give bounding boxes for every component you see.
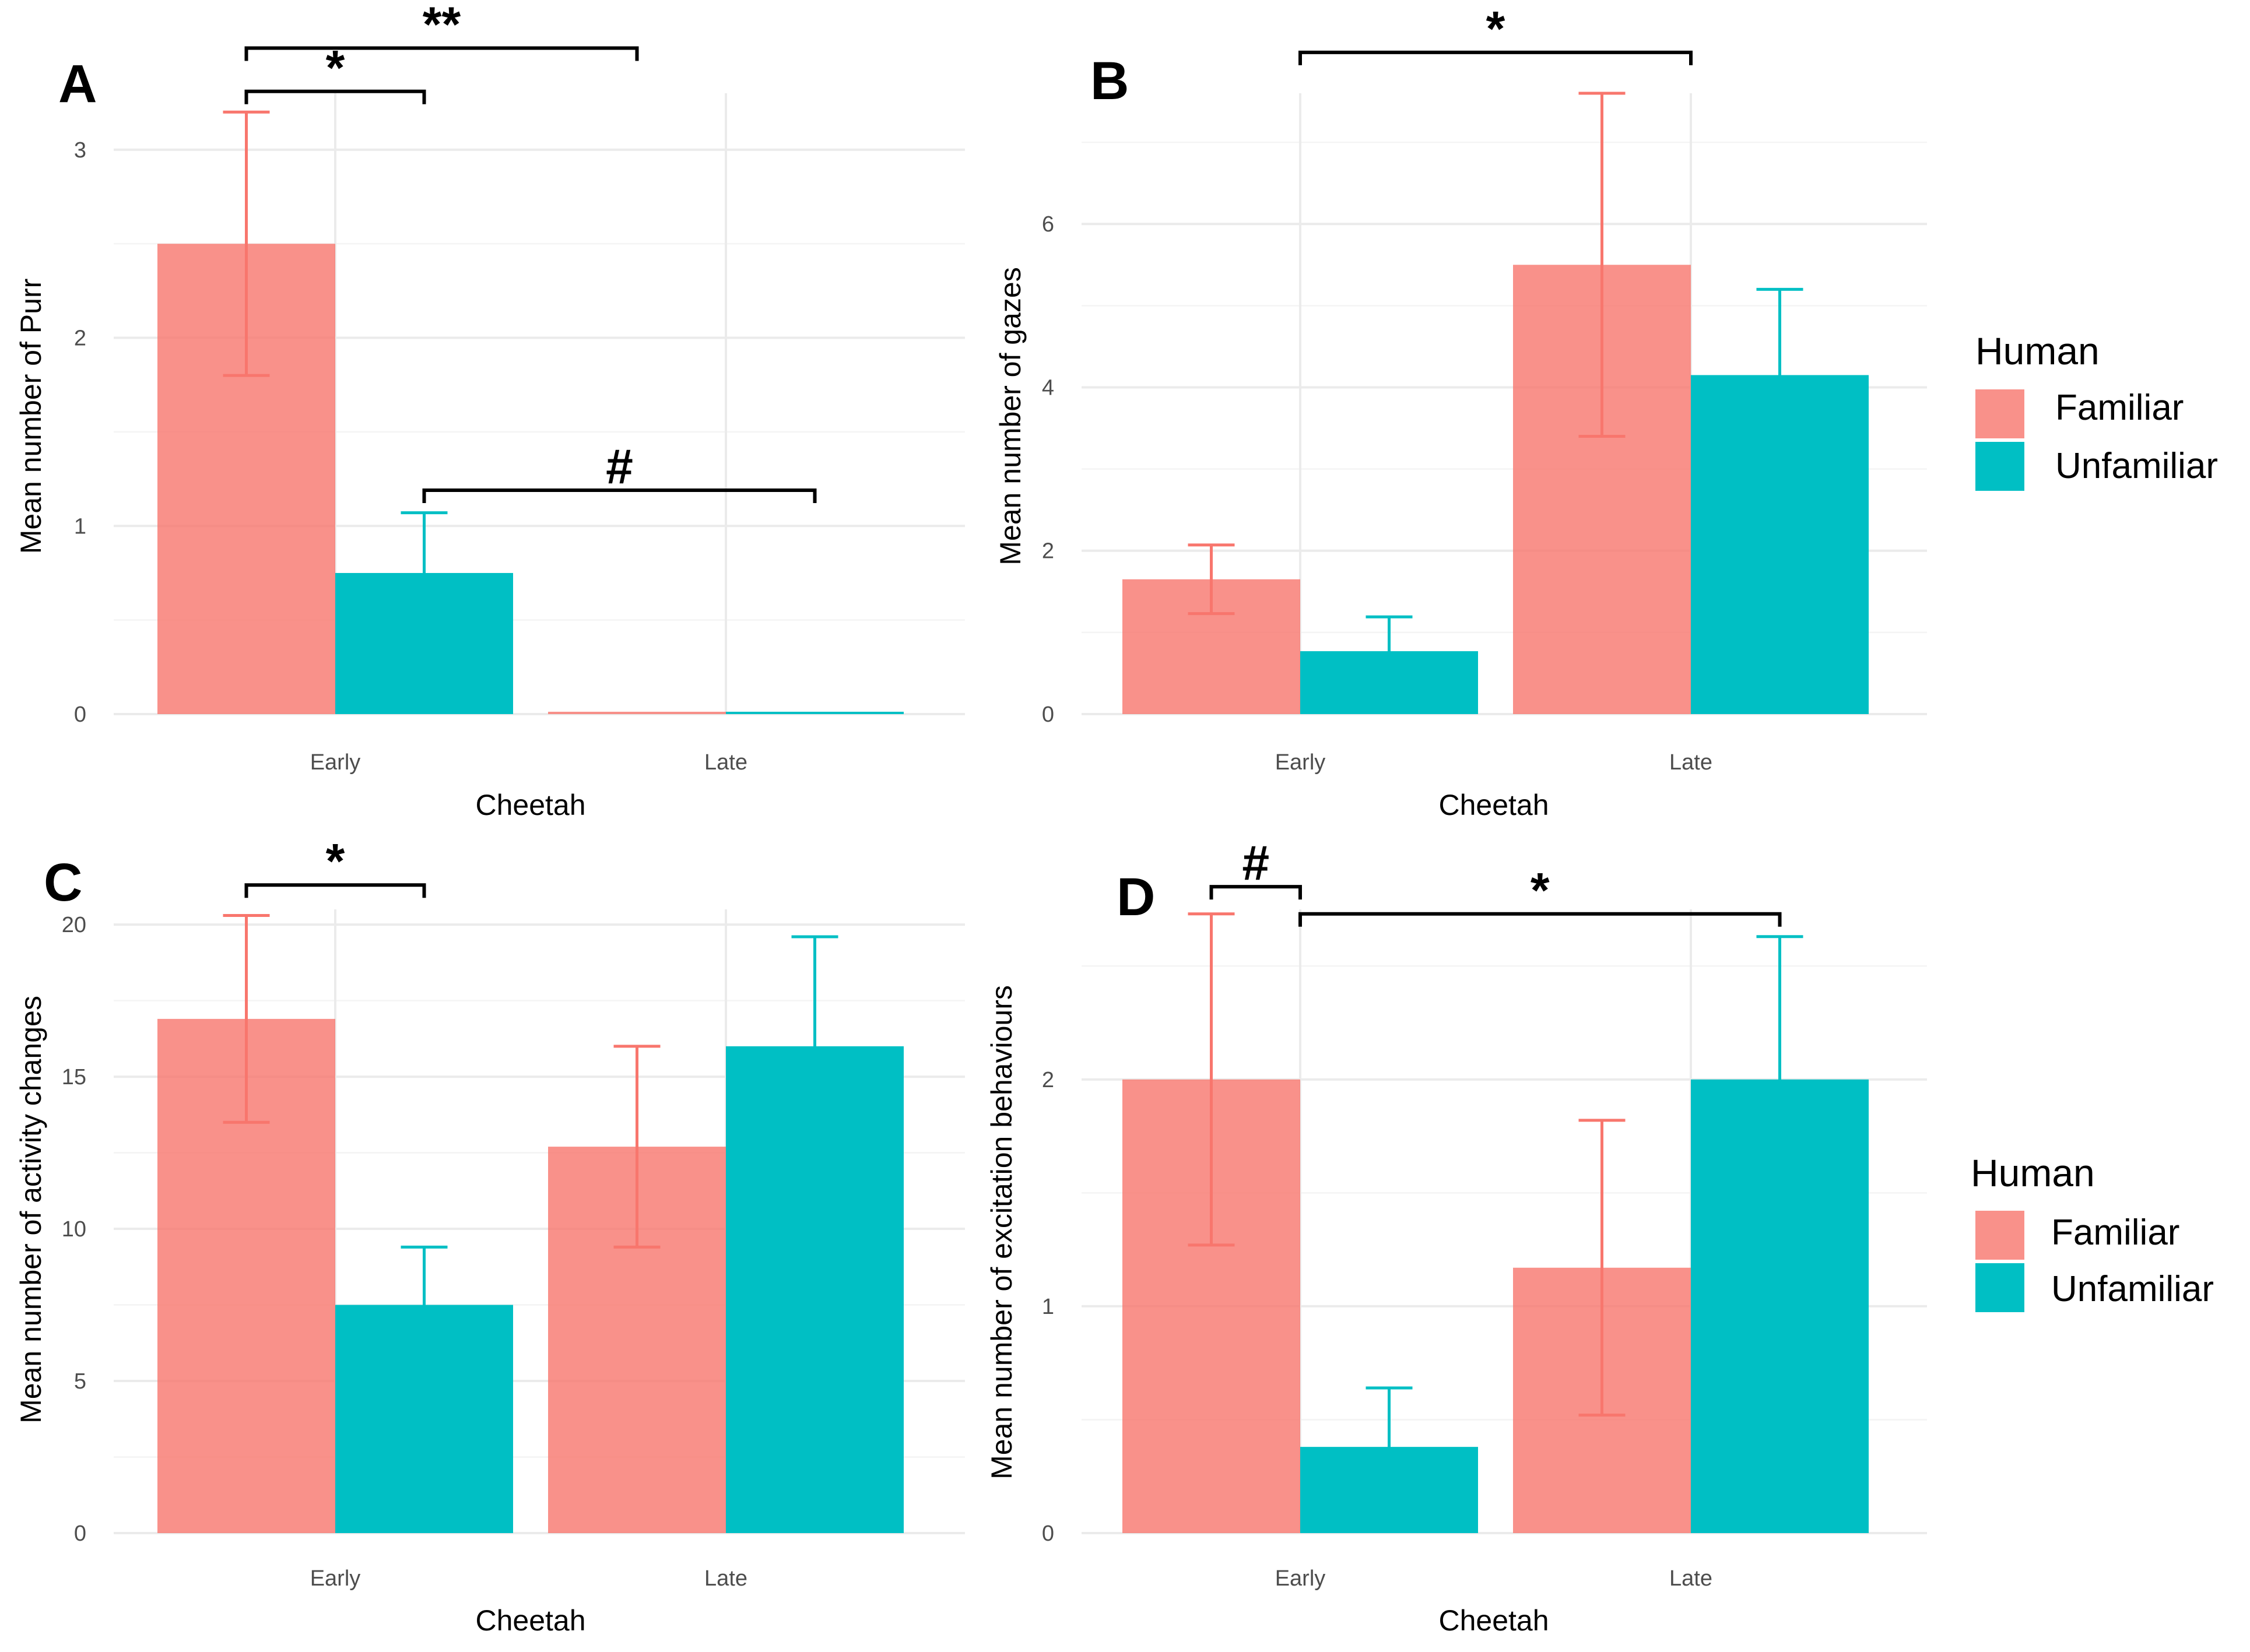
panel-b-xtick-label: Late — [1669, 750, 1712, 775]
panel-a-sig-label: # — [606, 439, 633, 494]
panel-b-ytick-label: 4 — [1042, 375, 1054, 400]
panel-d-ytick-label: 0 — [1042, 1521, 1054, 1546]
panel-b-errorbar-unfamiliar-early — [1366, 615, 1413, 687]
panel-c: C 0 5 10 15 20 Early Late * Cheetah Mean number… — [15, 834, 965, 1637]
panel-a-ylabel: Mean number of Purr — [15, 279, 47, 554]
panel-d-xlabel: Cheetah — [1438, 1604, 1549, 1637]
panel-c-xlabel: Cheetah — [475, 1604, 585, 1637]
panel-d-xtick-label: Late — [1669, 1566, 1712, 1591]
panel-c-ytick-label: 15 — [62, 1065, 86, 1089]
panel-a-ytick-label: 0 — [74, 702, 86, 727]
panel-a-sig-label: ** — [423, 0, 461, 52]
panel-a-ytick-label: 2 — [74, 326, 86, 351]
panel-c-sig-bracket — [244, 883, 426, 898]
panel-b-errorbar-familiar-early — [1188, 543, 1235, 616]
panel-c-ytick-label: 5 — [74, 1369, 86, 1394]
panel-d-ytick-label: 1 — [1042, 1295, 1054, 1319]
panel-c-errorbar-familiar-early — [223, 913, 270, 1124]
panel-c-errorbar-familiar-late — [613, 1045, 661, 1249]
panel-c-errorbar-unfamiliar-late — [791, 935, 838, 1158]
legend-top-familiar-label: Familiar — [2055, 388, 2184, 428]
legend-bottom-unfamiliar-swatch — [1975, 1263, 2024, 1312]
panel-a-bar-unfamiliar-late — [726, 712, 904, 714]
panel-a-sig-bracket — [244, 89, 426, 104]
legend-bottom: Human Familiar Unfamiliar — [1971, 1151, 2214, 1312]
panel-b-sig-label: * — [1486, 1, 1505, 56]
panel-c-errorbar-unfamiliar-early — [401, 1245, 448, 1365]
panel-d-letter: D — [1117, 867, 1155, 927]
legend-bottom-familiar-label: Familiar — [2051, 1212, 2179, 1253]
panel-d-errorbar-unfamiliar-late — [1756, 935, 1803, 1224]
legend-top-title: Human — [1975, 329, 2100, 372]
panel-d: D 0 1 2 Early Late # * Cheetah Mean number of … — [985, 835, 1927, 1637]
panel-d-sig-label: # — [1242, 835, 1269, 890]
panel-c-ylabel: Mean number of activity changes — [15, 996, 47, 1423]
panel-c-ytick-label: 0 — [74, 1521, 86, 1546]
panel-b-ytick-label: 0 — [1042, 702, 1054, 727]
panel-b-plot: 0 2 4 6 Early Late * — [1042, 1, 1927, 775]
panel-a-ytick-label: 3 — [74, 138, 86, 163]
legend-bottom-title: Human — [1971, 1151, 2095, 1194]
legend-bottom-unfamiliar-label: Unfamiliar — [2051, 1269, 2214, 1309]
panel-a-errorbar-unfamiliar-early — [401, 511, 448, 635]
legend-bottom-familiar-swatch — [1975, 1211, 2024, 1260]
panel-b: B 0 2 4 6 Early Late * Cheetah Mean number of … — [994, 1, 1927, 821]
panel-a-sig-bracket — [422, 488, 817, 503]
panel-a-ytick-label: 1 — [74, 514, 86, 539]
panel-d-ylabel: Mean number of excitation behaviours — [985, 985, 1018, 1479]
panel-a-xtick-label: Late — [704, 750, 747, 775]
panel-c-ytick-label: 10 — [62, 1217, 86, 1242]
panel-d-plot: 0 1 2 Early Late # * — [1042, 835, 1927, 1591]
panel-a-bar-familiar-late — [548, 712, 726, 714]
panel-d-sig-label: * — [1531, 863, 1550, 918]
panel-b-errorbar-unfamiliar-late — [1756, 287, 1803, 463]
panel-c-sig-label: * — [326, 834, 345, 888]
panel-c-xtick-label: Late — [704, 1566, 747, 1591]
panel-b-xlabel: Cheetah — [1438, 789, 1549, 821]
panel-d-errorbar-familiar-early — [1188, 912, 1235, 1247]
panel-a-xlabel: Cheetah — [475, 789, 585, 821]
panel-b-letter: B — [1090, 51, 1129, 111]
panel-d-sig-bracket — [1298, 912, 1782, 927]
panel-c-plot: 0 5 10 15 20 Early Late * — [62, 834, 965, 1591]
legend-top-unfamiliar-swatch — [1975, 442, 2024, 491]
legend-top: Human Familiar Unfamiliar — [1975, 329, 2218, 491]
panel-b-ytick-label: 6 — [1042, 212, 1054, 237]
panel-a-errorbar-familiar-early — [223, 110, 270, 377]
panel-a-xtick-label: Early — [310, 750, 361, 775]
panel-b-xtick-label: Early — [1275, 750, 1326, 775]
legend-top-unfamiliar-label: Unfamiliar — [2055, 446, 2218, 486]
panel-c-letter: C — [44, 853, 82, 912]
panel-b-ytick-label: 2 — [1042, 539, 1054, 564]
legend-top-familiar-swatch — [1975, 389, 2024, 438]
panel-c-xtick-label: Early — [310, 1566, 361, 1591]
panel-d-xtick-label: Early — [1275, 1566, 1326, 1591]
panel-b-errorbar-familiar-late — [1578, 92, 1626, 438]
panel-a-sig-bracket — [244, 46, 639, 61]
panel-d-errorbar-unfamiliar-early — [1366, 1386, 1413, 1507]
panel-a-letter: A — [58, 54, 97, 114]
panel-b-sig-bracket — [1298, 50, 1693, 65]
panel-c-ytick-label: 20 — [62, 913, 86, 937]
panel-d-errorbar-familiar-late — [1578, 1119, 1626, 1417]
panel-b-ylabel: Mean number of gazes — [994, 267, 1027, 565]
panel-d-ytick-label: 2 — [1042, 1068, 1054, 1092]
panel-d-sig-bracket — [1209, 885, 1302, 900]
